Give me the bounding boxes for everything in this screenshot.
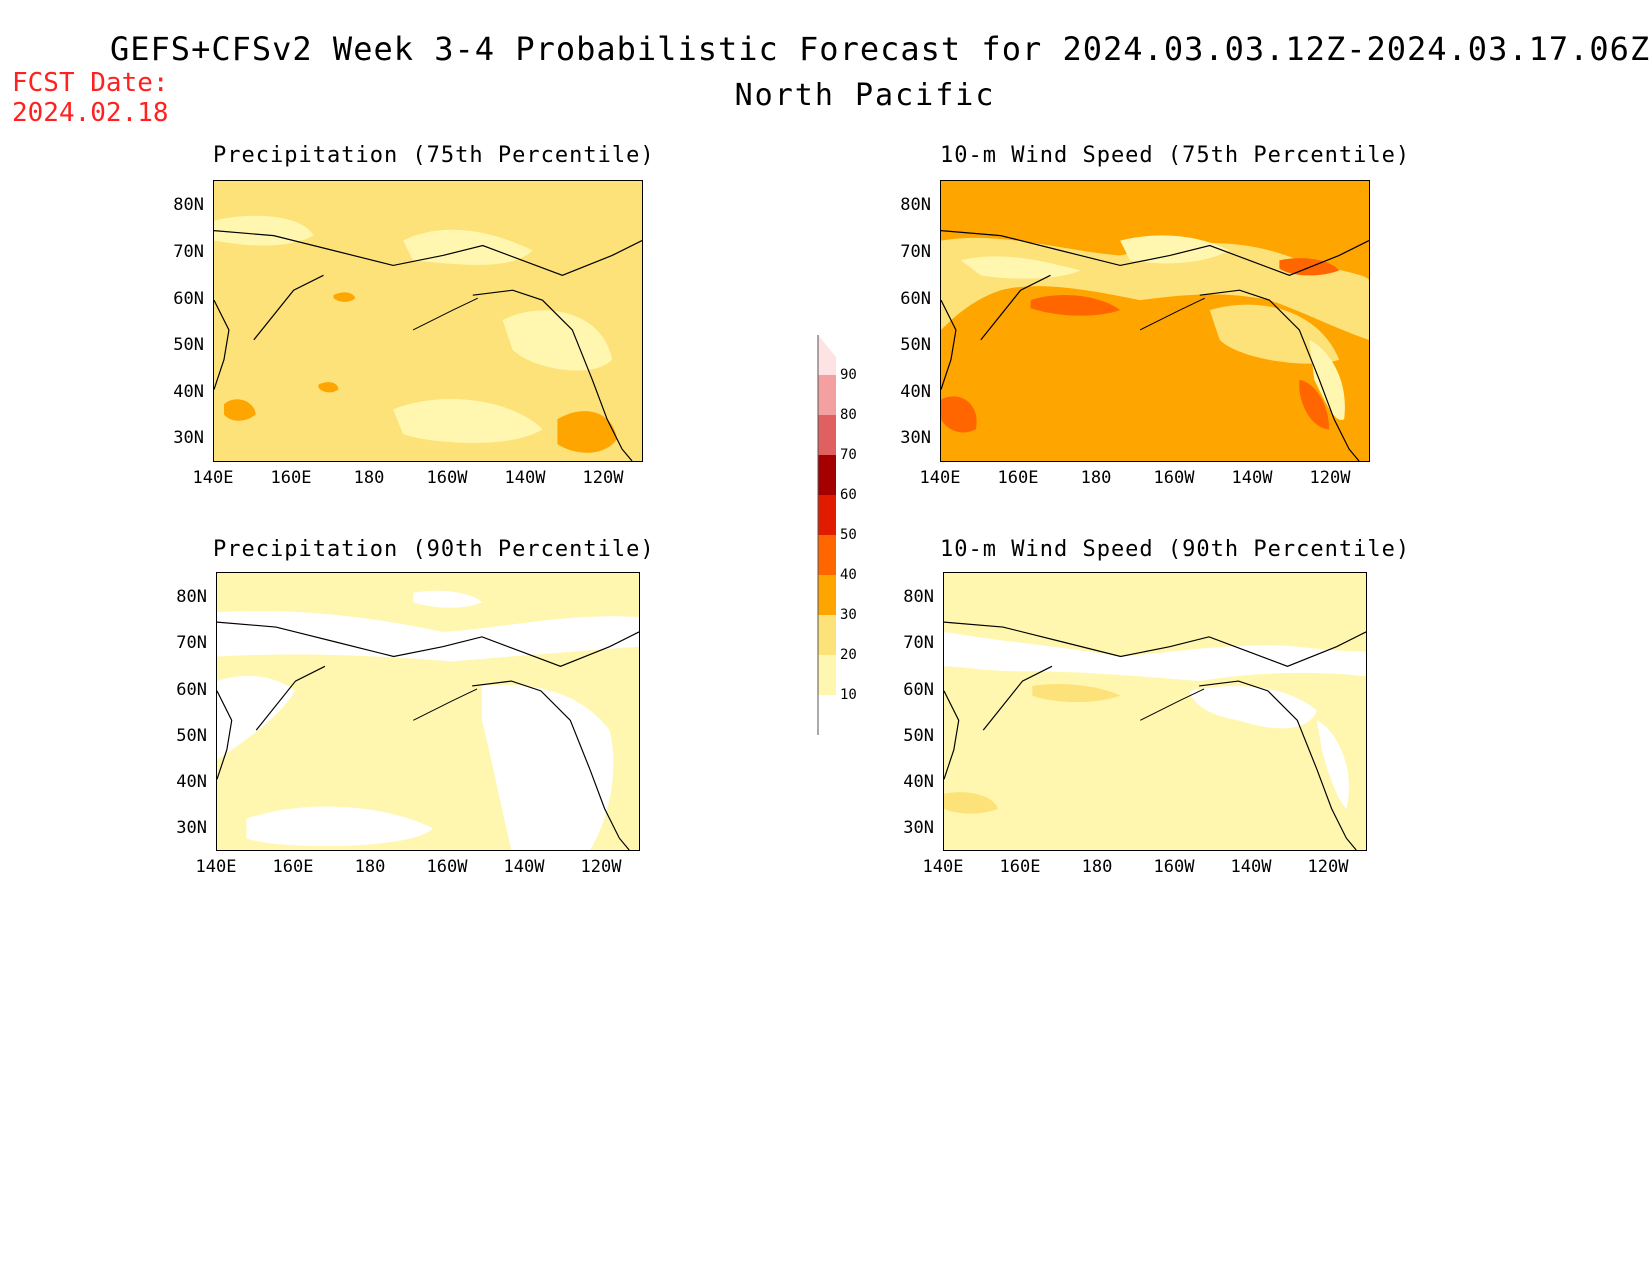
panel-title-precip-75: Precipitation (75th Percentile) bbox=[213, 143, 655, 168]
lat-label: 80N bbox=[903, 587, 934, 607]
map-wind-90 bbox=[943, 572, 1367, 851]
lat-label: 60N bbox=[176, 680, 207, 700]
lat-label: 50N bbox=[903, 726, 934, 746]
colorbar bbox=[810, 335, 836, 735]
lat-label: 30N bbox=[173, 428, 204, 448]
lat-label: 30N bbox=[900, 428, 931, 448]
lon-label: 120W bbox=[580, 857, 622, 877]
lon-label: 160W bbox=[1153, 857, 1195, 877]
lon-label: 140W bbox=[504, 468, 546, 488]
lat-label: 40N bbox=[900, 382, 931, 402]
colorbar-label: 40 bbox=[840, 567, 857, 583]
map-precip-90-field bbox=[217, 573, 639, 850]
lon-label: 160W bbox=[426, 857, 468, 877]
lon-label: 140E bbox=[195, 857, 237, 877]
lon-label: 180 bbox=[1081, 857, 1113, 877]
lon-label: 120W bbox=[1309, 468, 1351, 488]
colorbar-graphic bbox=[817, 335, 836, 735]
colorbar-label: 10 bbox=[840, 687, 857, 703]
lat-label: 30N bbox=[903, 818, 934, 838]
lon-label: 160E bbox=[999, 857, 1041, 877]
lon-label: 140E bbox=[192, 468, 234, 488]
fcst-date-label: FCST Date: bbox=[12, 68, 169, 98]
colorbar-label: 70 bbox=[840, 447, 857, 463]
lon-label: 140E bbox=[919, 468, 961, 488]
lon-label: 180 bbox=[353, 468, 385, 488]
panel-title-wind-75: 10-m Wind Speed (75th Percentile) bbox=[940, 143, 1411, 168]
lat-label: 70N bbox=[176, 633, 207, 653]
lon-label: 120W bbox=[1307, 857, 1349, 877]
colorbar-label: 60 bbox=[840, 487, 857, 503]
panel-title-wind-90: 10-m Wind Speed (90th Percentile) bbox=[940, 537, 1411, 562]
map-precip-75 bbox=[213, 180, 643, 462]
lat-label: 40N bbox=[903, 772, 934, 792]
lon-label: 140W bbox=[1231, 468, 1273, 488]
map-wind-75 bbox=[940, 180, 1370, 462]
map-precip-75-field bbox=[214, 181, 642, 461]
colorbar-band-60-70 bbox=[818, 455, 836, 495]
lon-label: 160E bbox=[997, 468, 1039, 488]
lon-label: 180 bbox=[1080, 468, 1112, 488]
lat-label: 40N bbox=[176, 772, 207, 792]
lon-label: 180 bbox=[354, 857, 386, 877]
lat-label: 60N bbox=[173, 289, 204, 309]
colorbar-band-20-30 bbox=[818, 615, 836, 655]
lat-label: 50N bbox=[173, 335, 204, 355]
lon-label: 140E bbox=[922, 857, 964, 877]
colorbar-band-30-40 bbox=[818, 575, 836, 615]
map-wind-90-field bbox=[944, 573, 1366, 850]
lat-label: 80N bbox=[176, 587, 207, 607]
lat-label: 60N bbox=[903, 680, 934, 700]
lat-label: 70N bbox=[903, 633, 934, 653]
colorbar-band-40-50 bbox=[818, 535, 836, 575]
fcst-date: FCST Date: 2024.02.18 bbox=[12, 68, 169, 128]
map-precip-90 bbox=[216, 572, 640, 851]
lon-label: 140W bbox=[503, 857, 545, 877]
colorbar-label: 90 bbox=[840, 367, 857, 383]
colorbar-band-70-80 bbox=[818, 415, 836, 455]
colorbar-band-80-90 bbox=[818, 375, 836, 415]
colorbar-bottom-arrow bbox=[818, 695, 836, 735]
lat-label: 40N bbox=[173, 382, 204, 402]
lat-label: 70N bbox=[173, 242, 204, 262]
colorbar-label: 50 bbox=[840, 527, 857, 543]
lat-label: 80N bbox=[173, 195, 204, 215]
lat-label: 50N bbox=[176, 726, 207, 746]
lat-label: 80N bbox=[900, 195, 931, 215]
lon-label: 160W bbox=[1153, 468, 1195, 488]
lon-label: 160E bbox=[270, 468, 312, 488]
colorbar-top-arrow bbox=[818, 335, 836, 375]
lon-label: 140W bbox=[1230, 857, 1272, 877]
colorbar-band-50-60 bbox=[818, 495, 836, 535]
fcst-date-value: 2024.02.18 bbox=[12, 98, 169, 128]
main-title: GEFS+CFSv2 Week 3-4 Probabilistic Foreca… bbox=[110, 30, 1650, 68]
lon-label: 160W bbox=[426, 468, 468, 488]
lat-label: 30N bbox=[176, 818, 207, 838]
lon-label: 120W bbox=[582, 468, 624, 488]
colorbar-label: 80 bbox=[840, 407, 857, 423]
lat-label: 50N bbox=[900, 335, 931, 355]
colorbar-band-10-20 bbox=[818, 655, 836, 695]
colorbar-label: 20 bbox=[840, 647, 857, 663]
region-subtitle: North Pacific bbox=[734, 78, 996, 113]
lat-label: 60N bbox=[900, 289, 931, 309]
lat-label: 70N bbox=[900, 242, 931, 262]
lon-label: 160E bbox=[272, 857, 314, 877]
colorbar-label: 30 bbox=[840, 607, 857, 623]
panel-title-precip-90: Precipitation (90th Percentile) bbox=[213, 537, 655, 562]
map-wind-75-field bbox=[941, 181, 1369, 461]
